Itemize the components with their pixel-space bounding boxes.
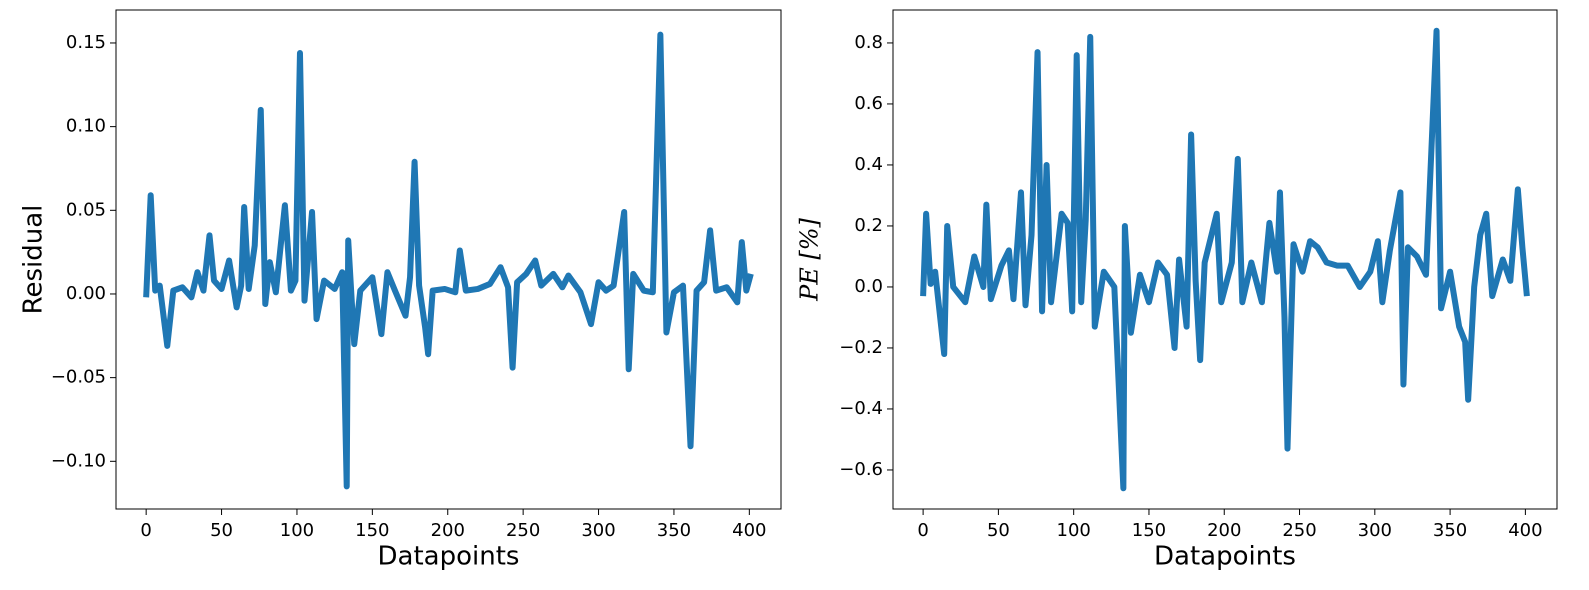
x-tick-label: 0 bbox=[140, 520, 151, 541]
data-line bbox=[143, 31, 754, 490]
x-tick-label: 300 bbox=[581, 520, 615, 541]
y-tick-label: −0.10 bbox=[51, 450, 106, 471]
y-tick-label: −0.2 bbox=[839, 337, 883, 358]
y-tick-label: 0.8 bbox=[854, 32, 883, 53]
x-axis-label: Datapoints bbox=[378, 542, 520, 572]
x-tick-label: 350 bbox=[657, 520, 691, 541]
y-tick-label: 0.2 bbox=[854, 215, 883, 236]
x-tick-label: 100 bbox=[1057, 520, 1091, 541]
x-tick-label: 200 bbox=[431, 520, 465, 541]
x-tick-label: 0 bbox=[917, 520, 928, 541]
y-tick-label: 0.15 bbox=[66, 32, 106, 53]
y-tick-label: −0.6 bbox=[839, 459, 883, 480]
y-tick-label: 0.0 bbox=[854, 276, 883, 297]
x-tick-label: 400 bbox=[1508, 520, 1542, 541]
x-tick-label: 200 bbox=[1207, 520, 1241, 541]
y-axis-label: PE [%] bbox=[796, 217, 824, 301]
x-tick-label: 300 bbox=[1358, 520, 1392, 541]
y-tick-label: −0.4 bbox=[839, 398, 883, 419]
x-tick-label: 150 bbox=[1132, 520, 1166, 541]
x-tick-label: 150 bbox=[355, 520, 389, 541]
x-tick-label: 350 bbox=[1433, 520, 1467, 541]
y-axis-label: Residual bbox=[19, 205, 49, 315]
x-tick-label: 400 bbox=[732, 520, 766, 541]
x-tick-label: 50 bbox=[987, 520, 1010, 541]
x-tick-label: 250 bbox=[506, 520, 540, 541]
axes-frame bbox=[115, 9, 782, 510]
y-tick-label: 0.4 bbox=[854, 154, 883, 175]
y-tick-label: −0.05 bbox=[51, 367, 106, 388]
axes-frame bbox=[892, 9, 1558, 510]
y-tick-label: 0.10 bbox=[66, 116, 106, 137]
y-tick-label: 0.05 bbox=[66, 199, 106, 220]
x-tick-label: 100 bbox=[280, 520, 314, 541]
data-line bbox=[920, 27, 1530, 492]
x-axis-label: Datapoints bbox=[1154, 542, 1296, 572]
y-tick-label: 0.6 bbox=[854, 93, 883, 114]
x-tick-label: 250 bbox=[1282, 520, 1316, 541]
y-tick-label: 0.00 bbox=[66, 283, 106, 304]
x-tick-label: 50 bbox=[210, 520, 233, 541]
